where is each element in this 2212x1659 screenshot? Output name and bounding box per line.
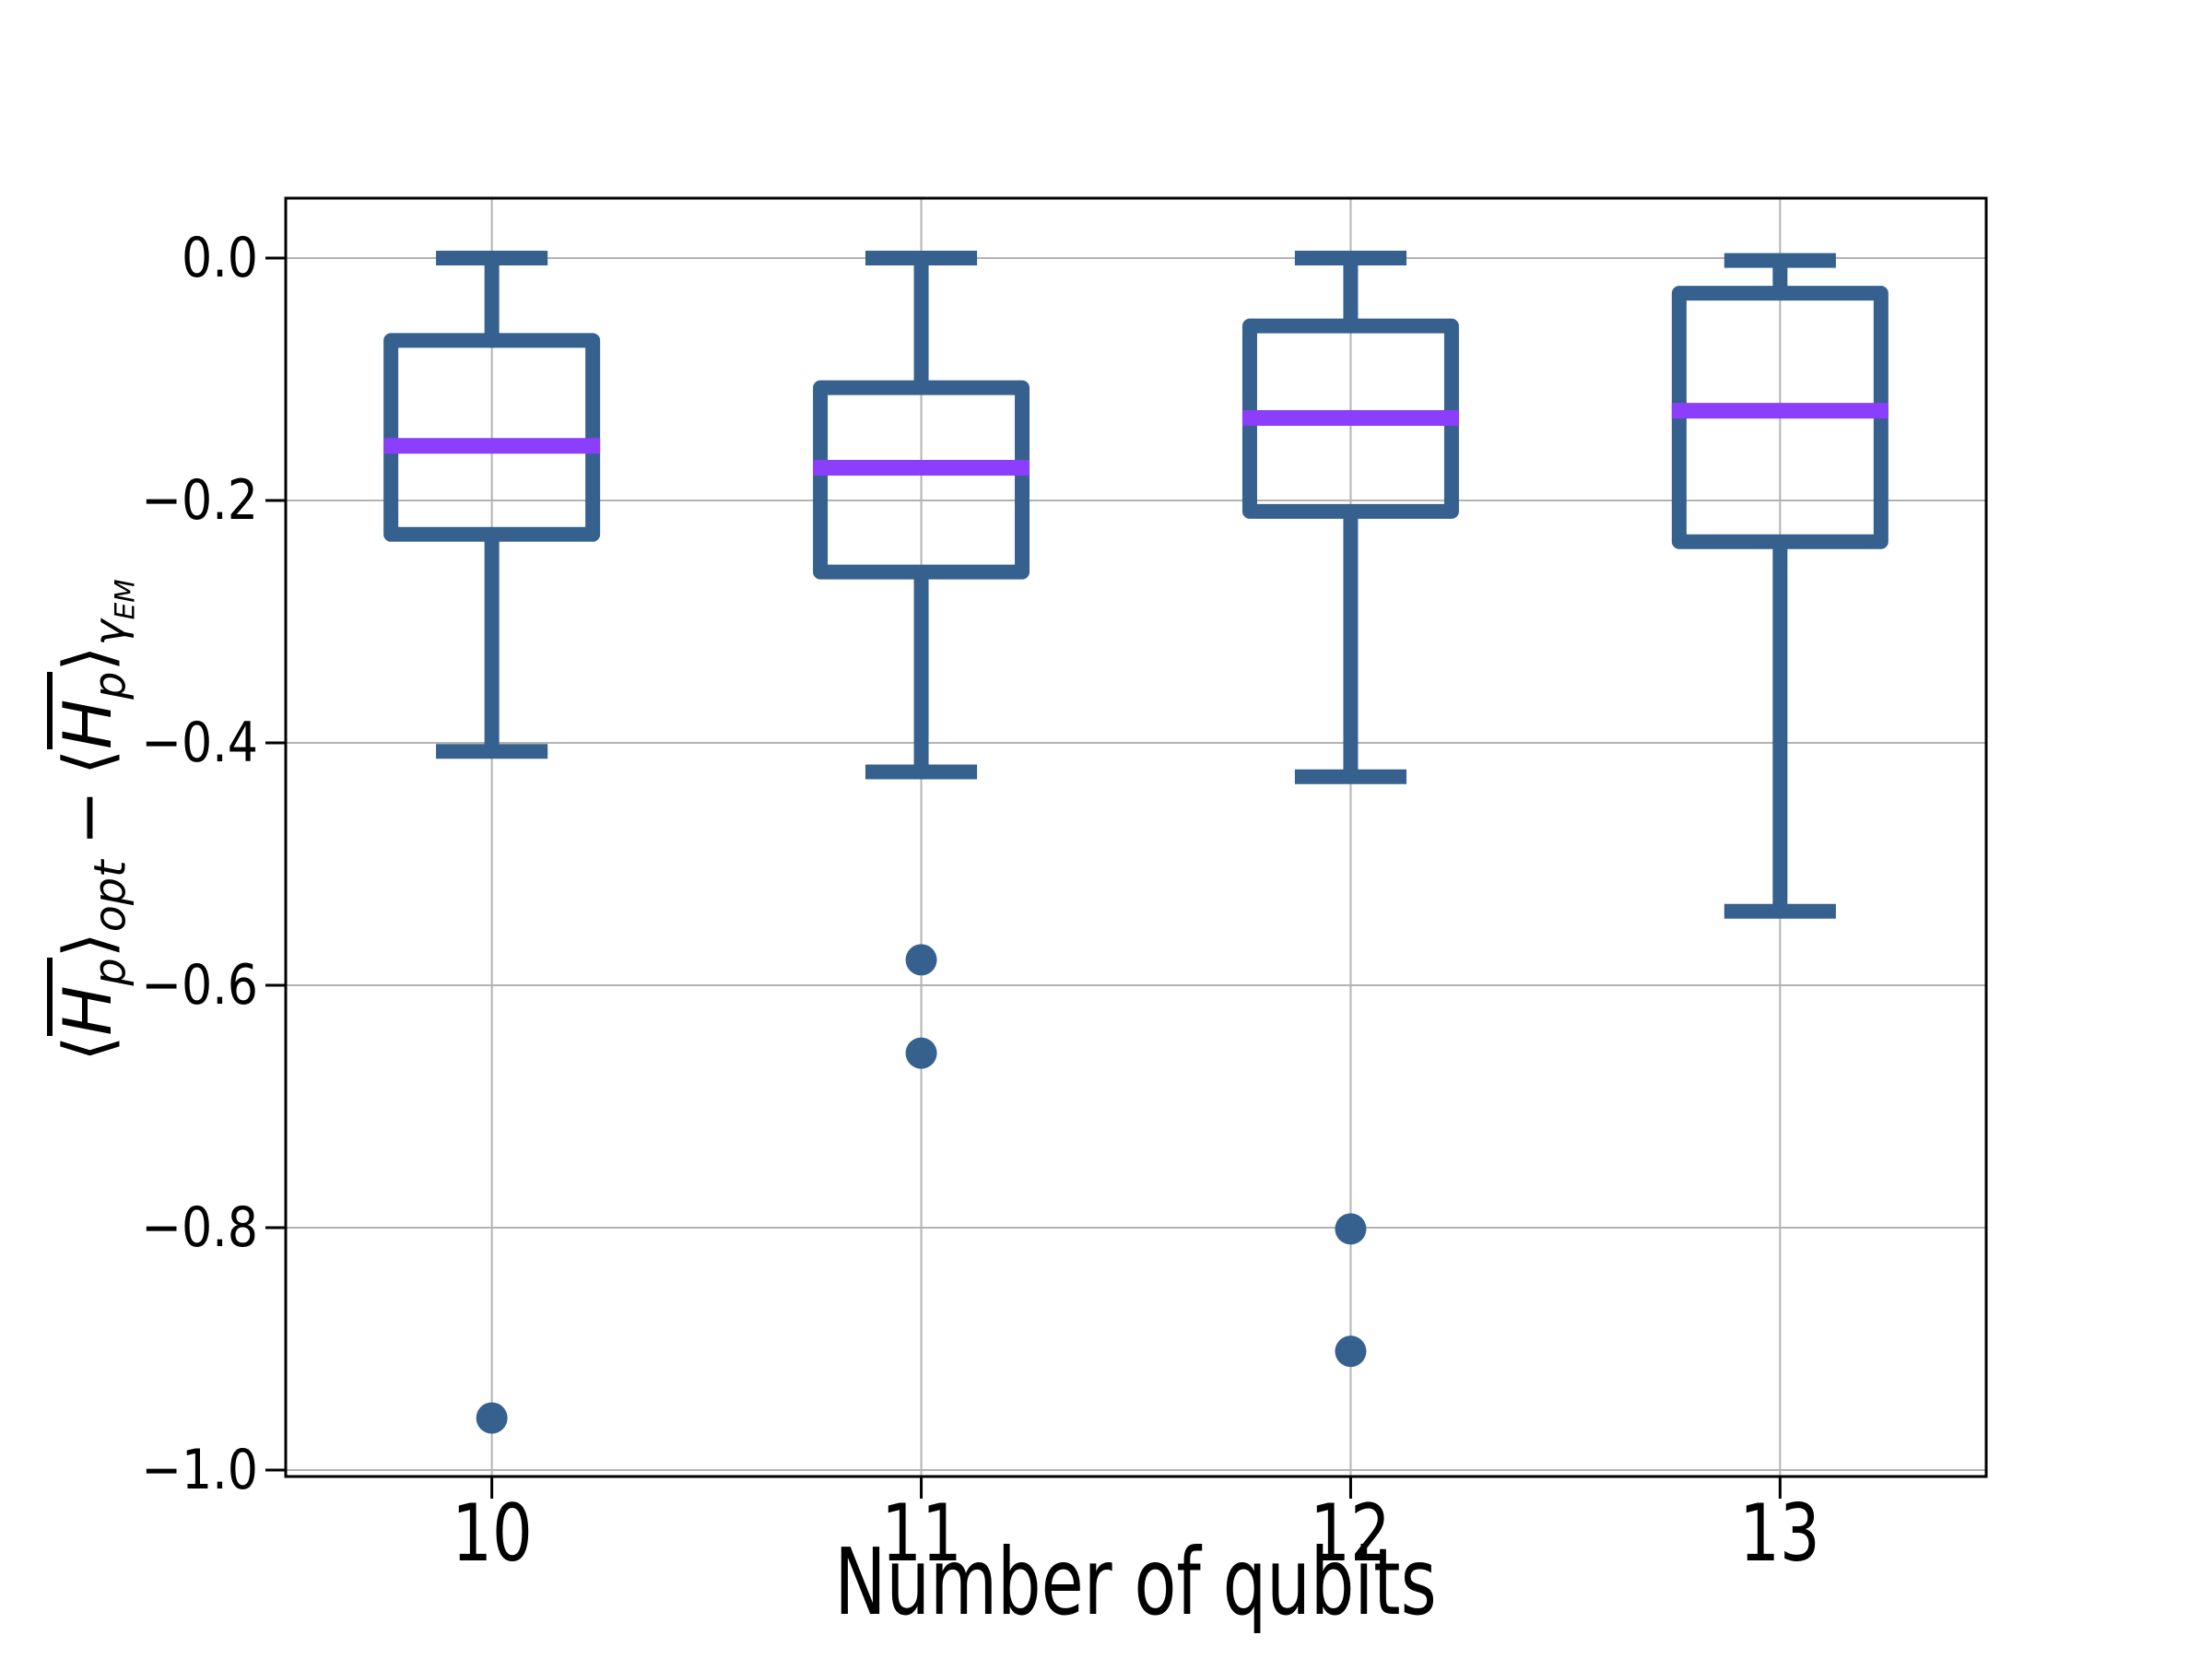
outlier-point	[1335, 1335, 1367, 1368]
outlier-point	[905, 1037, 937, 1069]
p-subscript: p	[85, 671, 136, 700]
rangle-symbol: ⟩	[49, 645, 126, 672]
x-tick-label: 13	[1739, 1488, 1821, 1580]
x-tick-label: 11	[880, 1488, 962, 1580]
outlier-point	[905, 944, 937, 976]
outlier-point	[1335, 1213, 1367, 1245]
gamma-subscript: γEM	[85, 579, 141, 646]
axes-frame	[284, 196, 1988, 1478]
langle-symbol: ⟨	[49, 1035, 126, 1062]
x-tick-label: 12	[1310, 1488, 1392, 1580]
em-subsubscript: EM	[109, 579, 141, 620]
outlier-point	[476, 1402, 508, 1434]
y-tick-label: −0.2	[141, 467, 258, 533]
iqr-box	[813, 380, 1030, 580]
x-tick-label: 10	[451, 1488, 533, 1580]
y-tick-label: −0.6	[141, 953, 258, 1018]
y-tick-label: 0.0	[181, 225, 258, 290]
x-axis-label: Number of qubits	[834, 1528, 1437, 1636]
minus-sign: −	[49, 789, 126, 846]
iqr-box	[383, 333, 601, 542]
y-tick-label: −0.4	[141, 710, 258, 775]
y-tick-label: −0.8	[141, 1195, 258, 1261]
y-tick-label: −1.0	[141, 1438, 258, 1503]
opt-subscript: opt	[85, 860, 136, 933]
